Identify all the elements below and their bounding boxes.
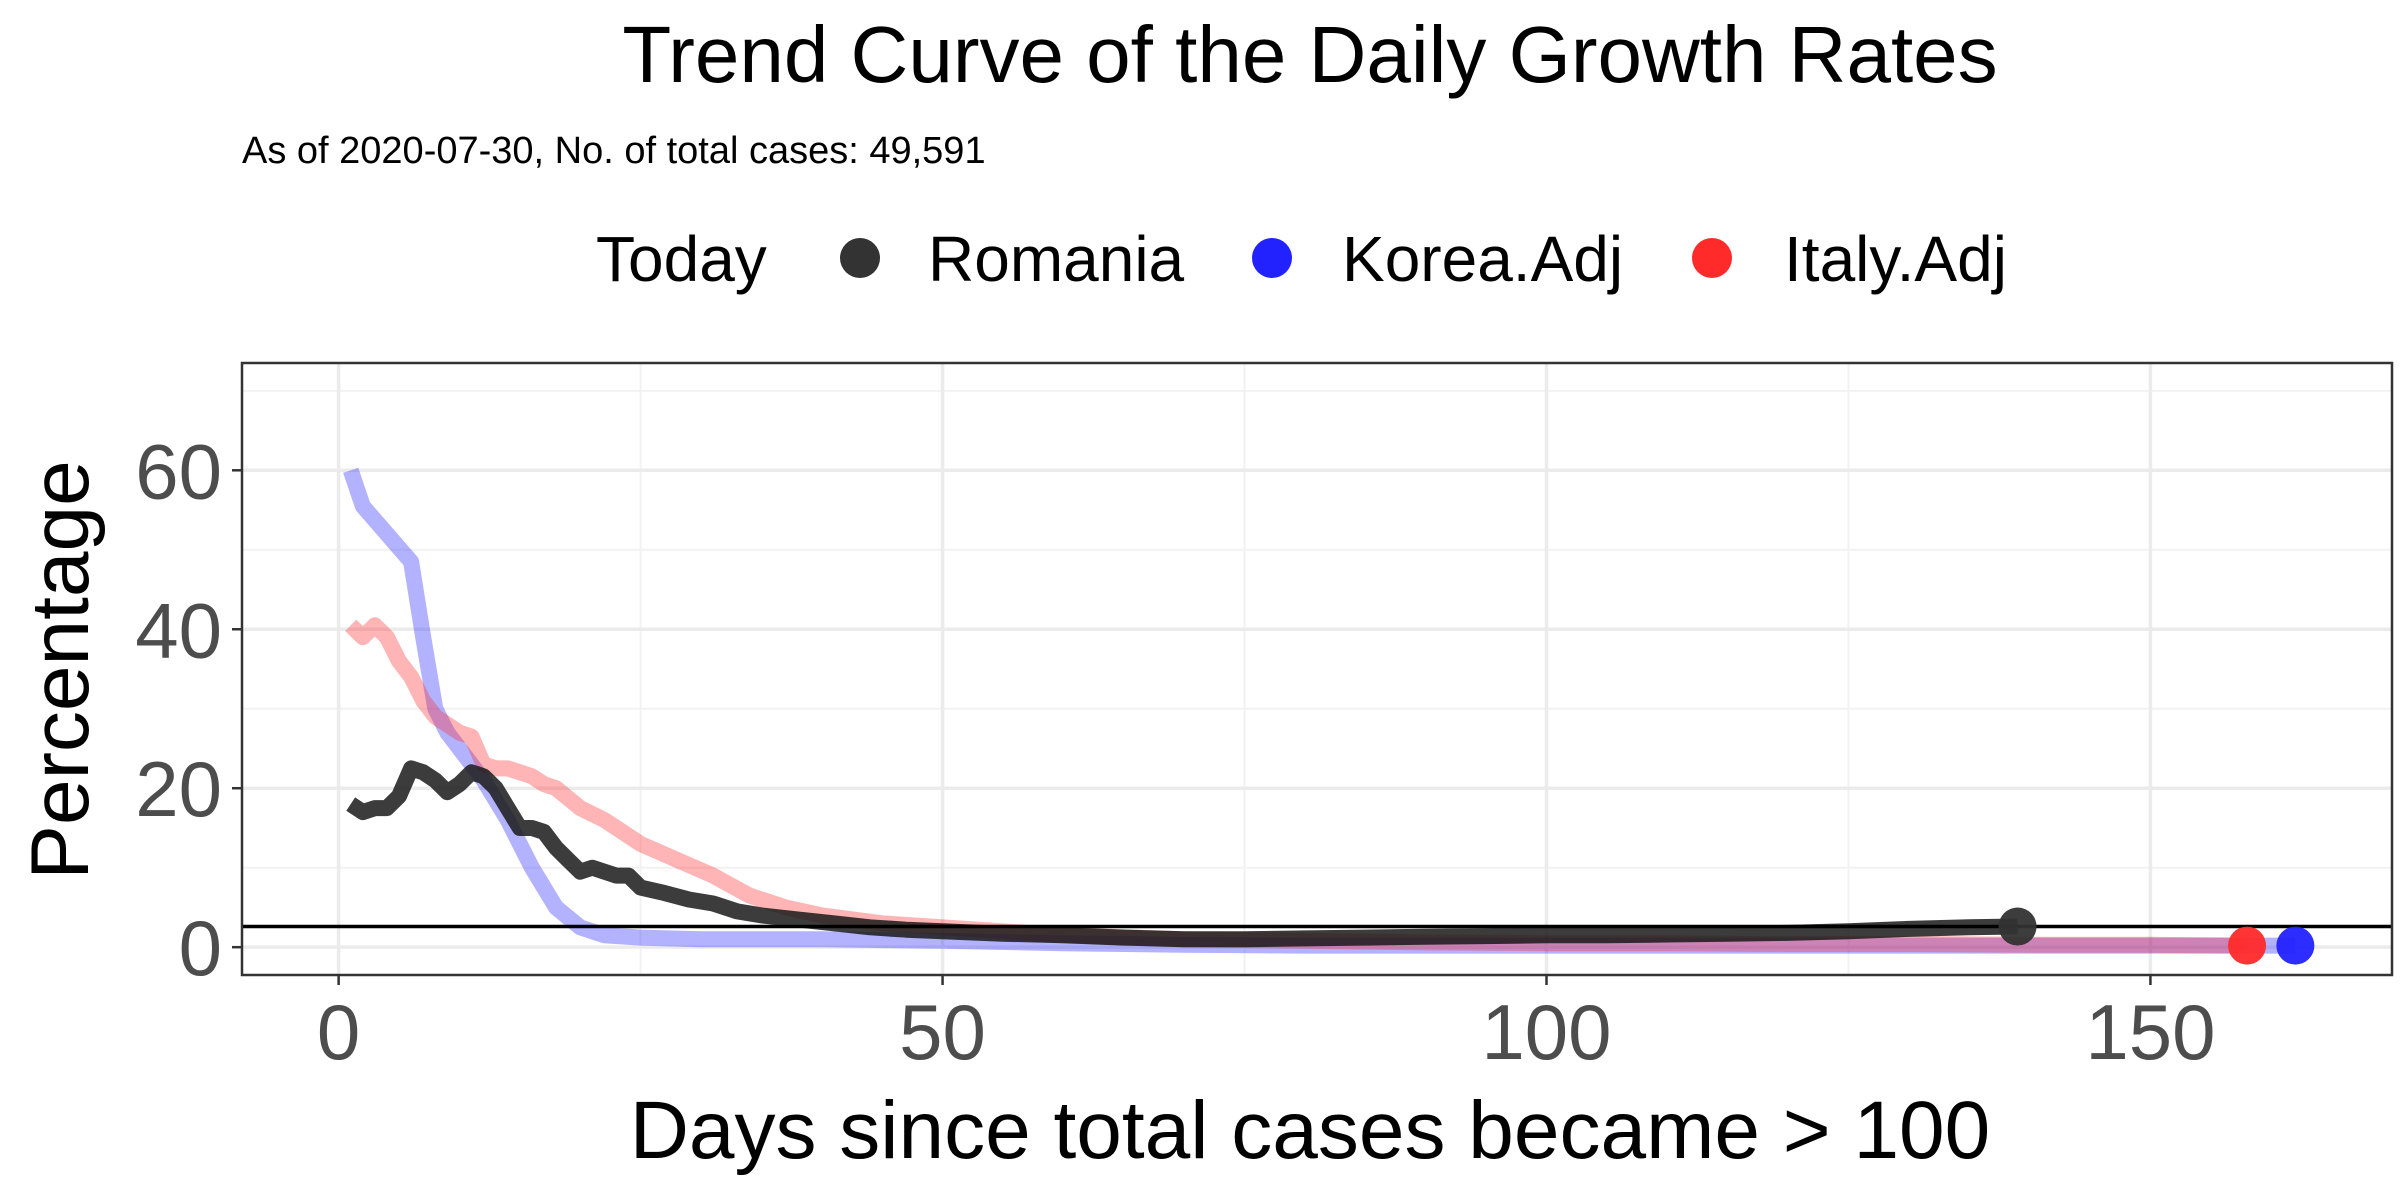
y-tick-label: 60 bbox=[135, 427, 222, 515]
series-line-korea-adj bbox=[343, 467, 2296, 954]
grid bbox=[242, 363, 2392, 975]
axis-ticks: 0 50 100 150 0 20 40 60 bbox=[135, 427, 2215, 1076]
legend-key-romania bbox=[840, 238, 880, 278]
legend-label-romania: Romania bbox=[928, 223, 1185, 295]
legend-label-italy-adj: Italy.Adj bbox=[1784, 223, 2007, 295]
legend-key-italy-adj bbox=[1692, 238, 1732, 278]
today-points bbox=[1998, 907, 2315, 965]
today-point-italy-adj bbox=[2228, 926, 2267, 965]
x-tick-label: 0 bbox=[317, 988, 360, 1076]
x-tick-label: 100 bbox=[1481, 988, 1611, 1076]
series-line-romania bbox=[346, 760, 2018, 948]
y-axis-title: Percentage bbox=[15, 460, 106, 879]
legend: Today Romania Korea.Adj Italy.Adj bbox=[596, 223, 2007, 295]
today-point-korea-adj bbox=[2276, 926, 2315, 965]
plot-panel-border bbox=[240, 361, 2394, 977]
x-axis-title: Days since total cases became > 100 bbox=[630, 1085, 1991, 1176]
x-tick-label: 150 bbox=[2085, 988, 2215, 1076]
legend-key-korea-adj bbox=[1252, 238, 1292, 278]
chart-title: Trend Curve of the Daily Growth Rates bbox=[622, 10, 1997, 99]
series-lines bbox=[343, 467, 2296, 954]
plot-panel-background bbox=[242, 363, 2392, 975]
y-tick-label: 40 bbox=[135, 586, 222, 674]
chart-subtitle: As of 2020-07-30, No. of total cases: 49… bbox=[242, 130, 986, 172]
legend-title: Today bbox=[596, 223, 767, 295]
x-tick-label: 50 bbox=[899, 988, 986, 1076]
y-tick-label: 20 bbox=[135, 745, 222, 833]
legend-label-korea-adj: Korea.Adj bbox=[1342, 223, 1623, 295]
y-tick-label: 0 bbox=[179, 904, 222, 992]
today-point-romania bbox=[1998, 907, 2037, 946]
